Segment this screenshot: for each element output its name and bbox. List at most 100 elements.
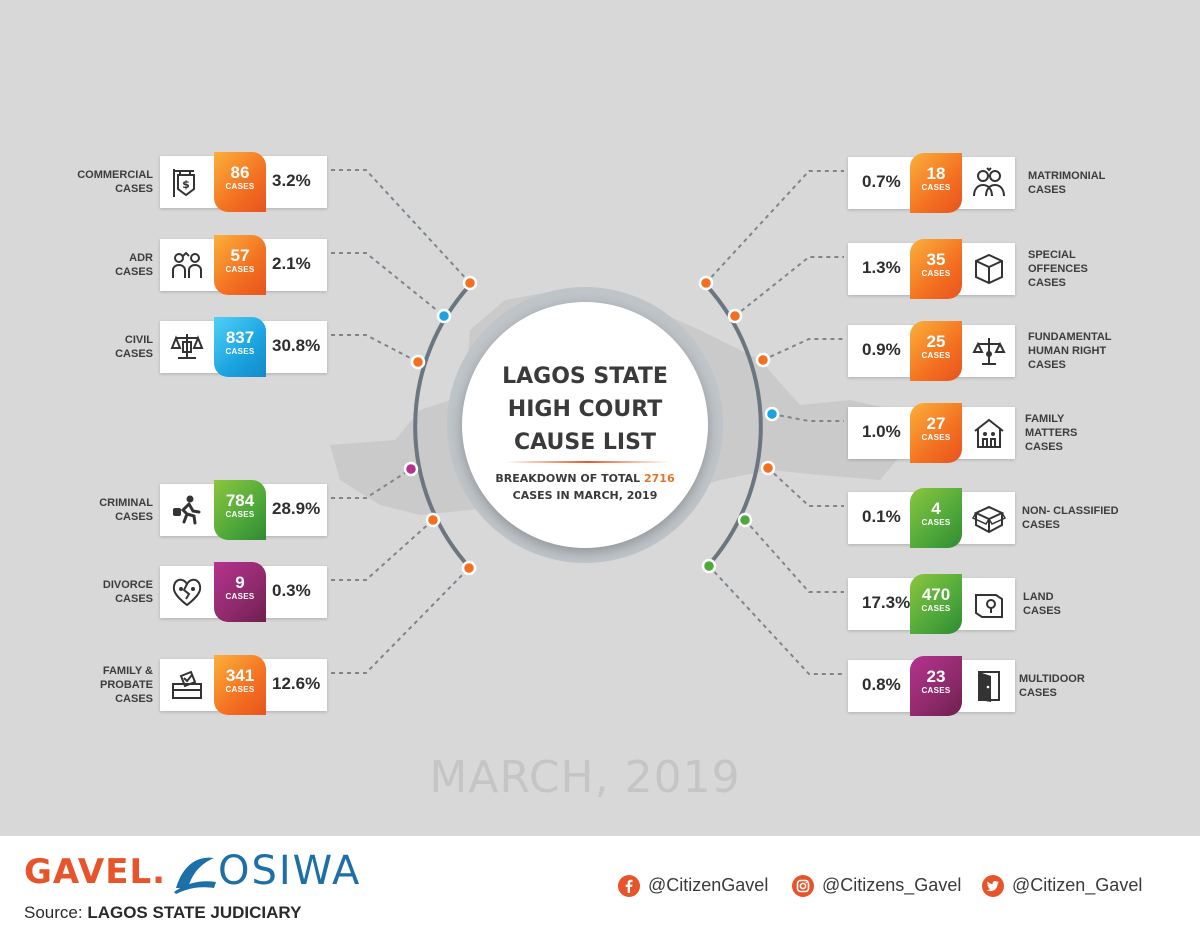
case-percent: 1.0% bbox=[862, 422, 901, 441]
source-value: LAGOS STATE JUDICIARY bbox=[87, 903, 302, 922]
category-label-line: CASES bbox=[115, 593, 153, 605]
case-count-ribbon: 341 CASES bbox=[214, 655, 266, 715]
category-label-line: CASES bbox=[1025, 441, 1063, 453]
connector-node bbox=[425, 512, 441, 528]
case-count-ribbon: 86 CASES bbox=[214, 152, 266, 212]
category-label: DIVORCE CASES bbox=[103, 578, 153, 606]
category-label-line: CASES bbox=[1028, 277, 1066, 289]
case-count-ribbon: 470 CASES bbox=[910, 574, 962, 634]
connector-node bbox=[403, 461, 419, 477]
case-count: 57 bbox=[230, 246, 250, 265]
category-label-line: FAMILY bbox=[1025, 413, 1065, 425]
card-non-classified-cases: 4 CASES 0.1% bbox=[848, 488, 1015, 548]
left-connectors bbox=[331, 169, 471, 674]
category-label: NON- CLASSIFIED CASES bbox=[1022, 504, 1119, 532]
cases-word: CASES bbox=[921, 433, 951, 442]
case-percent: 17.3% bbox=[862, 593, 911, 612]
instagram-handle[interactable]: @Citizens_Gavel bbox=[792, 875, 962, 898]
category-label-line: CASES bbox=[1028, 359, 1066, 371]
category-label: MULTIDOOR CASES bbox=[1019, 672, 1085, 700]
cases-word: CASES bbox=[921, 686, 951, 695]
category-label-line: CIVIL bbox=[124, 334, 153, 346]
category-label: FUNDAMENTAL HUMAN RIGHT CASES bbox=[1028, 330, 1112, 372]
twitter-icon bbox=[982, 875, 1004, 898]
facebook-handle[interactable]: @CitizenGavel bbox=[618, 875, 769, 898]
center-disc bbox=[462, 302, 708, 548]
ballot-box-icon bbox=[170, 668, 204, 702]
card-land-cases: 470 CASES 17.3% bbox=[848, 574, 1015, 634]
case-percent: 2.1% bbox=[272, 254, 311, 273]
category-label-line: MATTERS bbox=[1025, 427, 1078, 439]
category-label-line: CASES bbox=[115, 348, 153, 360]
cases-word: CASES bbox=[921, 183, 951, 192]
instagram-handle-text: @Citizens_Gavel bbox=[822, 875, 962, 895]
facebook-handle-text: @CitizenGavel bbox=[648, 875, 769, 895]
category-label-line: DIVORCE bbox=[102, 579, 153, 591]
connector-line bbox=[331, 252, 445, 317]
card-special-offences-cases: 35 CASES 1.3% bbox=[848, 239, 1015, 299]
connector-node bbox=[727, 308, 743, 324]
case-count: 27 bbox=[926, 414, 946, 433]
infographic-canvas: LAGOS STATE HIGH COURT CAUSE LIST BREAKD… bbox=[77, 152, 1119, 803]
package-icon bbox=[972, 252, 1006, 286]
right-nodes bbox=[698, 275, 780, 574]
connector-line bbox=[331, 468, 412, 499]
connector-line bbox=[331, 334, 419, 363]
center-divider bbox=[505, 461, 670, 463]
subtitle-prefix: BREAKDOWN OF TOTAL bbox=[495, 472, 641, 485]
card-divorce-cases: 9 CASES 0.3% bbox=[160, 562, 327, 622]
cases-word: CASES bbox=[921, 604, 951, 613]
cases-word: CASES bbox=[225, 182, 255, 191]
card-fundamental-human-right-cases: 25 CASES 0.9% bbox=[848, 321, 1015, 381]
connector-layer bbox=[331, 169, 844, 675]
case-count: 18 bbox=[926, 164, 946, 183]
connector-node bbox=[698, 275, 714, 291]
left-nodes bbox=[403, 275, 478, 576]
cases-word: CASES bbox=[225, 592, 255, 601]
connector-node bbox=[410, 354, 426, 370]
case-percent: 0.7% bbox=[862, 172, 901, 191]
category-label-line: CASES bbox=[115, 266, 153, 278]
rights-scale-icon bbox=[972, 334, 1006, 368]
cases-word: CASES bbox=[225, 510, 255, 519]
connector-node bbox=[436, 308, 452, 324]
category-label-line: ADR bbox=[129, 252, 153, 264]
cases-word: CASES bbox=[225, 347, 255, 356]
cases-word: CASES bbox=[921, 518, 951, 527]
category-label-line: FUNDAMENTAL bbox=[1028, 331, 1112, 343]
category-label-line: CASES bbox=[115, 511, 153, 523]
category-label-line: CASES bbox=[1023, 605, 1061, 617]
gavel-logo: GAVEL. bbox=[24, 852, 167, 892]
footer: GAVEL. OSIWA Source: LAGOS STATE JUDICIA… bbox=[0, 836, 1200, 942]
connector-line bbox=[331, 519, 434, 581]
case-count: 23 bbox=[926, 667, 946, 686]
connector-line bbox=[744, 519, 844, 593]
category-label-line: SPECIAL bbox=[1028, 249, 1076, 261]
case-count-ribbon: 35 CASES bbox=[910, 239, 962, 299]
category-label: ADR CASES bbox=[115, 251, 153, 279]
connector-line bbox=[767, 467, 844, 507]
card-adr-cases: 57 CASES 2.1% bbox=[160, 235, 327, 295]
couple-icon bbox=[972, 166, 1006, 200]
case-count: 25 bbox=[926, 332, 946, 351]
month-watermark: MARCH, 2019 bbox=[429, 752, 741, 803]
instagram-icon bbox=[792, 875, 814, 898]
category-label-line: CASES bbox=[115, 693, 153, 705]
center-title-line1: LAGOS STATE bbox=[502, 364, 668, 389]
scales-icon bbox=[170, 330, 204, 364]
case-percent: 1.3% bbox=[862, 258, 901, 277]
center-title-line2: HIGH COURT bbox=[507, 397, 663, 422]
twitter-handle[interactable]: @Citizen_Gavel bbox=[982, 875, 1142, 898]
case-count-ribbon: 23 CASES bbox=[910, 656, 962, 716]
land-map-icon bbox=[972, 587, 1006, 621]
broken-heart-icon bbox=[170, 575, 204, 609]
category-label-line: COMMERCIAL bbox=[77, 169, 153, 181]
case-count: 837 bbox=[225, 328, 255, 347]
connector-line bbox=[734, 256, 844, 317]
case-count-ribbon: 25 CASES bbox=[910, 321, 962, 381]
category-label-line: MULTIDOOR bbox=[1019, 673, 1085, 685]
cases-word: CASES bbox=[921, 269, 951, 278]
case-percent: 0.8% bbox=[862, 675, 901, 694]
center-subtitle: BREAKDOWN OF TOTAL 2716 CASES IN MARCH, … bbox=[480, 470, 690, 504]
svg-text:$: $ bbox=[182, 178, 190, 191]
